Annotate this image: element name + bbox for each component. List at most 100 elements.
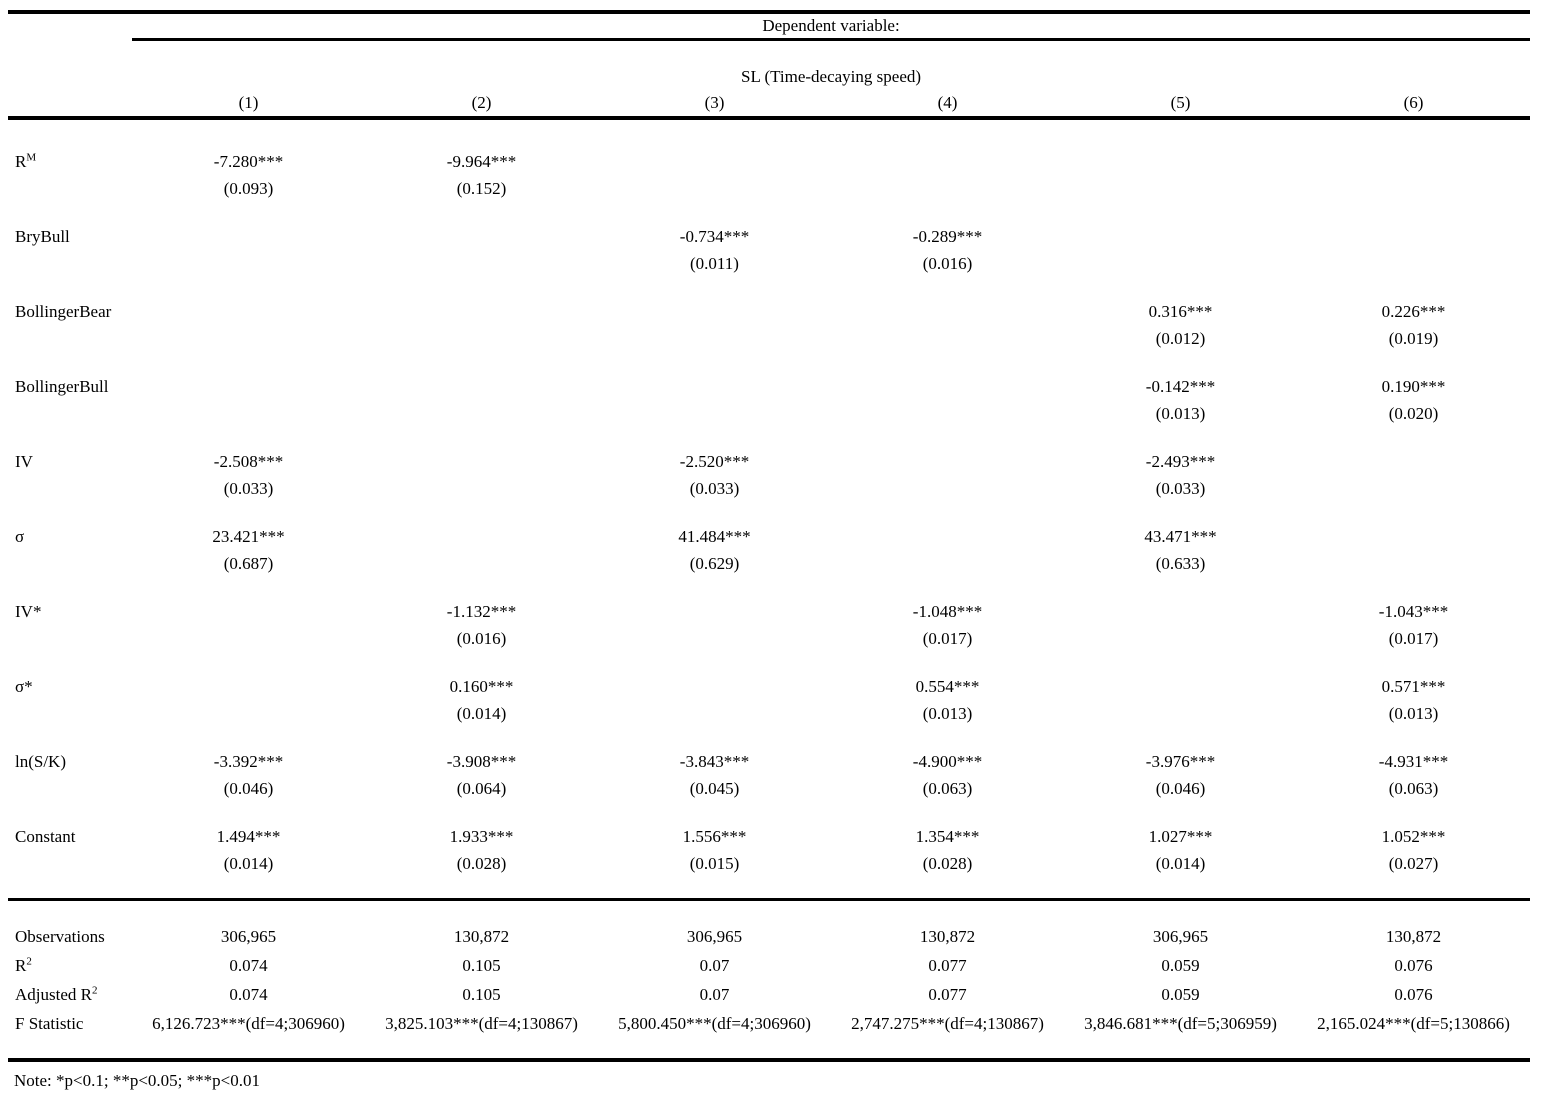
dependent-variable-label: Dependent variable: xyxy=(132,12,1531,41)
table-row-observations: Observations 306,965 130,872 306,965 130… xyxy=(8,897,1531,951)
regression-table: Dependent variable: SL (Time-decaying sp… xyxy=(8,10,1531,1062)
row-label: BollingerBear xyxy=(15,301,112,321)
table-row-rm: RM -7.280*** (0.093) -9.964*** (0.152) xyxy=(8,118,1530,223)
column-header-4: (4) xyxy=(831,89,1064,120)
coef-cell: -3.976*** (0.046) xyxy=(1145,751,1216,798)
column-header-3: (3) xyxy=(598,89,831,120)
coef-cell: -1.048*** (0.017) xyxy=(912,601,983,648)
stat-cell: 130,872 xyxy=(1297,897,1531,951)
stat-cell: 0.077 xyxy=(928,984,967,1004)
coef-cell: 1.027*** (0.014) xyxy=(1148,826,1213,873)
column-header-2: (2) xyxy=(365,89,598,120)
column-header-6: (6) xyxy=(1297,89,1531,120)
row-label: ln(S/K) xyxy=(15,751,66,771)
coef-cell: -0.734*** (0.011) xyxy=(679,226,750,273)
significance-note: Note: *p<0.1; **p<0.05; ***p<0.01 xyxy=(14,1070,260,1090)
label-superscript: 2 xyxy=(91,983,98,996)
stat-cell: 2,747.275***(df=4;130867) xyxy=(851,1013,1044,1033)
table-row-f-statistic: F Statistic 6,126.723***(df=4;306960) 3,… xyxy=(8,1009,1530,1060)
coef-cell xyxy=(132,223,365,298)
table-row-bollingerbull: BollingerBull -0.142*** (0.013) 0.190***(… xyxy=(8,373,1530,448)
stat-cell: 306,965 xyxy=(1064,897,1297,951)
stat-cell: 0.074 xyxy=(229,955,268,975)
coef-cell xyxy=(132,298,365,373)
coef-cell xyxy=(365,373,598,448)
table-row-dv-name: SL (Time-decaying speed) xyxy=(8,40,1530,90)
table-row-column-numbers: (1) (2) (3) (4) (5) (6) xyxy=(8,89,1531,120)
row-label: σ xyxy=(15,526,25,546)
row-label: BryBull xyxy=(15,226,70,246)
coef-cell: 1.354*** (0.028) xyxy=(915,826,980,873)
coef-cell xyxy=(1064,118,1297,223)
stat-cell: 0.07 xyxy=(699,984,730,1004)
row-label: Adjusted R2 xyxy=(15,983,98,1004)
coef-cell xyxy=(831,448,1064,523)
coef-cell xyxy=(132,673,365,748)
header-spacer xyxy=(8,12,132,40)
stat-cell: 2,165.024***(df=5;130866) xyxy=(1317,1013,1510,1033)
coef-cell: 1.494*** (0.014) xyxy=(216,826,281,873)
stat-cell: 3,846.681***(df=5;306959) xyxy=(1084,1013,1277,1033)
row-label: BollingerBull xyxy=(15,376,109,396)
row-label: R2 xyxy=(15,954,32,975)
stat-cell: 130,872 xyxy=(831,897,1064,951)
table-row-iv: IV -2.508*** (0.033) -2.520*** (0.033) -2.… xyxy=(8,448,1530,523)
coef-cell: -9.964*** (0.152) xyxy=(446,151,517,198)
coef-cell xyxy=(598,118,831,223)
stat-cell: 0.077 xyxy=(928,955,967,975)
stat-cell: 0.105 xyxy=(462,955,501,975)
header-spacer xyxy=(8,89,132,120)
header-spacer xyxy=(8,40,132,90)
coef-cell: -0.142*** (0.013) xyxy=(1145,376,1216,423)
coef-cell: -2.508*** (0.033) xyxy=(213,451,284,498)
coef-cell xyxy=(598,298,831,373)
coef-cell xyxy=(365,448,598,523)
table-row-constant: Constant 1.494*** (0.014) 1.933*** (0.028)… xyxy=(8,823,1530,900)
column-header-5: (5) xyxy=(1064,89,1297,120)
coef-cell xyxy=(1064,223,1297,298)
stat-cell: 0.074 xyxy=(229,984,268,1004)
coef-cell: -7.280*** (0.093) xyxy=(213,151,284,198)
stat-cell: 0.059 xyxy=(1161,955,1200,975)
coef-cell xyxy=(598,673,831,748)
coef-cell: 0.190*** (0.020) xyxy=(1381,376,1446,423)
stat-cell: 306,965 xyxy=(598,897,831,951)
coef-cell: 1.556*** (0.015) xyxy=(682,826,747,873)
table-row-iv-star: IV* -1.132*** (0.016) -1.048*** (0.017) -1… xyxy=(8,598,1530,673)
row-label: σ* xyxy=(15,676,33,696)
coef-cell xyxy=(132,373,365,448)
coef-cell: 0.571*** (0.013) xyxy=(1381,676,1446,723)
coef-cell: -4.900*** (0.063) xyxy=(912,751,983,798)
coef-cell: -2.520*** (0.033) xyxy=(679,451,750,498)
table-row-sigma: σ 23.421*** (0.687) 41.484*** (0.629) 43.4… xyxy=(8,523,1530,598)
coef-cell xyxy=(365,523,598,598)
table-row-brybull: BryBull -0.734*** (0.011) -0.289*** (0.016… xyxy=(8,223,1530,298)
coef-cell xyxy=(1297,523,1530,598)
dependent-variable-name: SL (Time-decaying speed) xyxy=(740,66,922,86)
coef-cell xyxy=(831,373,1064,448)
coef-cell: 1.052*** (0.027) xyxy=(1381,826,1446,873)
table-row-bollingerbear: BollingerBear 0.316*** (0.012) 0.226*** (0… xyxy=(8,298,1530,373)
coef-cell xyxy=(1297,118,1530,223)
coef-cell: 23.421*** (0.687) xyxy=(212,526,285,573)
coef-cell: 0.160*** (0.014) xyxy=(449,676,514,723)
coef-cell: 41.484*** (0.629) xyxy=(678,526,751,573)
coef-cell: -1.043*** (0.017) xyxy=(1378,601,1449,648)
coef-cell: -3.392*** (0.046) xyxy=(213,751,284,798)
row-label: Constant xyxy=(15,826,76,846)
coef-cell: -3.843*** (0.045) xyxy=(679,751,750,798)
table-row-ln-sk: ln(S/K) -3.392*** (0.046) -3.908*** (0.064… xyxy=(8,748,1530,823)
coef-cell: 1.933*** (0.028) xyxy=(449,826,514,873)
coef-cell: 0.554*** (0.013) xyxy=(915,676,980,723)
column-header-1: (1) xyxy=(132,89,365,120)
label-superscript: M xyxy=(26,150,37,163)
coef-cell xyxy=(598,598,831,673)
coef-cell xyxy=(1064,673,1297,748)
coef-cell xyxy=(831,523,1064,598)
row-label: F Statistic xyxy=(15,1013,84,1033)
coef-cell: -2.493*** (0.033) xyxy=(1145,451,1216,498)
row-label: IV* xyxy=(15,601,42,621)
stat-cell: 0.076 xyxy=(1394,984,1433,1004)
coef-cell: 0.316*** (0.012) xyxy=(1148,301,1213,348)
